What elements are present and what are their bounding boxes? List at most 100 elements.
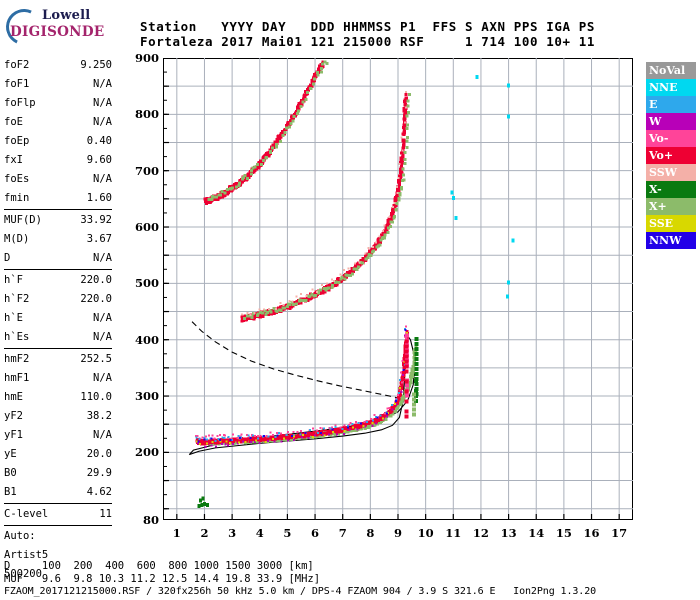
legend-item-ssw[interactable]: SSW	[646, 164, 696, 181]
y-tick-label-400: 400	[134, 332, 159, 347]
param-key: foF2	[4, 59, 30, 71]
legend-item-label: Vo+	[649, 149, 674, 162]
param-value: 20.0	[86, 448, 112, 460]
legend-item-label: SSW	[649, 166, 677, 179]
y-tick-label-80: 80	[142, 513, 159, 527]
x-tick-label-1: 1	[172, 526, 181, 540]
param-key: D	[4, 252, 11, 264]
ionospheric-parameter-table: foF2 9.250 foF1 N/A foFlp N/A foE N/A foEp 0.40 fx…	[4, 56, 112, 584]
param-row: foEp 0.40	[4, 132, 112, 151]
param-key: fxI	[4, 154, 23, 166]
x-tick-label-12: 12	[472, 526, 489, 540]
legend-item-label: W	[649, 115, 662, 128]
legend-item-noval[interactable]: NoVal	[646, 62, 696, 79]
y-axis-tick-labels: 80 200 300 400 500 600 700 800 900	[129, 51, 159, 527]
legend-item-x-[interactable]: X+	[646, 198, 696, 215]
legend-item-label: X+	[649, 200, 667, 213]
param-value: 38.2	[86, 410, 112, 422]
param-key: h`Es	[4, 331, 30, 343]
param-key: hmF2	[4, 353, 30, 365]
param-value: N/A	[93, 372, 112, 384]
param-row: hmE 110.0	[4, 388, 112, 407]
param-value: 4.62	[86, 486, 112, 498]
param-row: yF1 N/A	[4, 426, 112, 445]
param-value: N/A	[93, 97, 112, 109]
param-key: fmin	[4, 192, 30, 204]
param-value: 3.67	[86, 233, 112, 245]
legend-item-nne[interactable]: NNE	[646, 79, 696, 96]
param-value: 220.0	[80, 274, 112, 286]
param-value: N/A	[93, 312, 112, 324]
param-key: yE	[4, 448, 17, 460]
param-key: h`F2	[4, 293, 30, 305]
param-value: N/A	[93, 78, 112, 90]
legend-item-vo-[interactable]: Vo+	[646, 147, 696, 164]
param-row: fxI 9.60	[4, 151, 112, 170]
param-row: foF2 9.250	[4, 56, 112, 75]
param-value: 220.0	[80, 293, 112, 305]
param-row: M(D) 3.67	[4, 230, 112, 249]
param-key: h`F	[4, 274, 23, 286]
y-tick-label-800: 800	[134, 107, 159, 122]
legend-item-x-[interactable]: X-	[646, 181, 696, 198]
param-value: N/A	[93, 173, 112, 185]
x-tick-label-7: 7	[338, 526, 347, 540]
param-row: h`Es N/A	[4, 328, 112, 347]
param-separator	[4, 269, 112, 270]
param-key: B0	[4, 467, 17, 479]
param-key: foEs	[4, 173, 30, 185]
param-value: N/A	[93, 252, 112, 264]
param-separator	[4, 503, 112, 504]
muf-value-row: MUF 9.6 9.8 10.3 11.2 12.5 14.4 19.8 33.…	[4, 573, 321, 585]
grid-lines	[163, 58, 633, 520]
param-row: fmin 1.60	[4, 189, 112, 208]
file-info-row: FZAOM_2017121215000.RSF / 320fx256h 50 k…	[4, 586, 597, 597]
param-key: hmF1	[4, 372, 30, 384]
legend-item-w[interactable]: W	[646, 113, 696, 130]
param-row: h`F2 220.0	[4, 290, 112, 309]
legend-item-label: X-	[649, 183, 662, 196]
y-tick-label-700: 700	[134, 163, 159, 178]
legend-item-nnw[interactable]: NNW	[646, 232, 696, 249]
param-row: foFlp N/A	[4, 94, 112, 113]
param-row: h`E N/A	[4, 309, 112, 328]
y-tick-label-300: 300	[134, 389, 159, 404]
param-key: yF2	[4, 410, 23, 422]
curve-muf-dashed-curve	[191, 321, 407, 402]
x-tick-label-16: 16	[583, 526, 600, 540]
x-tick-label-4: 4	[255, 526, 264, 540]
x-tick-label-3: 3	[228, 526, 237, 540]
param-row: B0 29.9	[4, 464, 112, 483]
param-row: hmF2 252.5	[4, 350, 112, 369]
param-key: MUF(D)	[4, 214, 42, 226]
x-tick-label-9: 9	[393, 526, 403, 540]
echo-points	[195, 60, 515, 509]
param-value: 33.92	[80, 214, 112, 226]
legend-item-label: NoVal	[649, 64, 686, 77]
param-row: yE 20.0	[4, 445, 112, 464]
param-key: B1	[4, 486, 17, 498]
param-key: foE	[4, 116, 23, 128]
param-value: 9.250	[80, 59, 112, 71]
header-value-row: Fortaleza 2017 Mai01 121 215000 RSF 1 71…	[140, 34, 596, 49]
param-key: foFlp	[4, 97, 36, 109]
x-tick-label-17: 17	[611, 526, 628, 540]
y-tick-label-500: 500	[134, 276, 159, 291]
legend-item-vo-[interactable]: Vo-	[646, 130, 696, 147]
logo-lowell-text: Lowell	[42, 8, 91, 23]
f2-cusp-bars	[404, 333, 419, 419]
x-tick-label-2: 2	[200, 526, 209, 540]
x-tick-label-5: 5	[283, 526, 292, 540]
param-value: 11	[99, 508, 112, 520]
x-tick-label-14: 14	[528, 526, 545, 540]
param-value: N/A	[93, 116, 112, 128]
plot-canvas	[163, 58, 633, 520]
legend-item-e[interactable]: E	[646, 96, 696, 113]
param-footer-line: Auto:	[4, 530, 36, 542]
param-separator	[4, 209, 112, 210]
legend-item-sse[interactable]: SSE	[646, 215, 696, 232]
axis-ticks	[163, 58, 620, 520]
param-row: C-level 11	[4, 505, 112, 524]
x-axis-tick-labels: 1 2 3 4 5 6 7 8 9 10 11 12 13 14 15 16 17	[163, 526, 633, 542]
